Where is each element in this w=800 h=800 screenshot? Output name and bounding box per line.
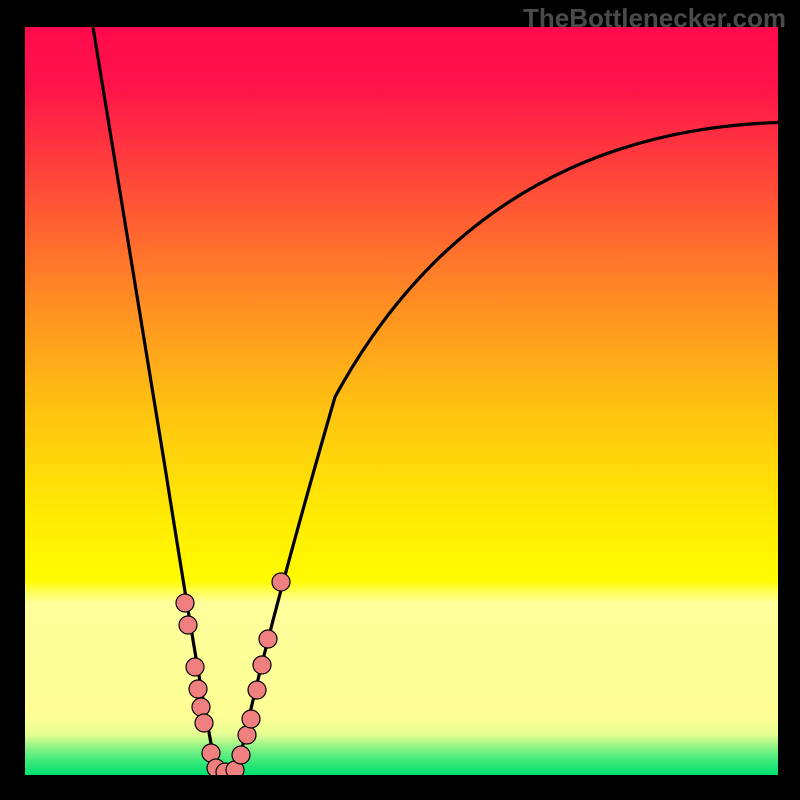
data-marker [272, 573, 290, 591]
data-marker [176, 594, 194, 612]
data-marker [189, 680, 207, 698]
figure-root: TheBottlenecker.com [0, 0, 800, 800]
data-marker [186, 658, 204, 676]
data-marker [259, 630, 277, 648]
data-marker [242, 710, 260, 728]
data-marker [248, 681, 266, 699]
data-marker [232, 746, 250, 764]
watermark-text: TheBottlenecker.com [523, 3, 786, 34]
data-marker [179, 616, 197, 634]
curve-overlay [25, 27, 778, 775]
data-marker [195, 714, 213, 732]
data-marker [238, 726, 256, 744]
plot-area [25, 27, 778, 775]
data-marker [253, 656, 271, 674]
data-marker [192, 698, 210, 716]
